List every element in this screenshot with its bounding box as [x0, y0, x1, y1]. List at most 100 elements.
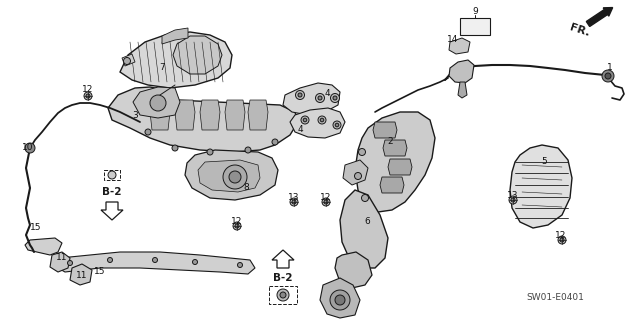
- Circle shape: [303, 118, 307, 122]
- Circle shape: [124, 57, 131, 64]
- Polygon shape: [248, 100, 268, 130]
- Circle shape: [318, 116, 326, 124]
- Polygon shape: [200, 100, 220, 130]
- Polygon shape: [150, 100, 170, 130]
- Circle shape: [362, 195, 369, 202]
- Circle shape: [605, 73, 611, 79]
- Text: 4: 4: [324, 88, 330, 98]
- Polygon shape: [272, 250, 294, 268]
- Polygon shape: [458, 82, 467, 98]
- Text: 4: 4: [297, 125, 303, 135]
- Text: B-2: B-2: [273, 273, 292, 283]
- Polygon shape: [175, 100, 195, 130]
- Circle shape: [335, 295, 345, 305]
- Text: 9: 9: [472, 8, 478, 17]
- Circle shape: [152, 257, 157, 263]
- Polygon shape: [133, 87, 180, 118]
- Circle shape: [233, 222, 241, 230]
- Text: 11: 11: [76, 271, 88, 280]
- Circle shape: [335, 123, 339, 127]
- Polygon shape: [380, 177, 404, 193]
- Text: 12: 12: [231, 218, 243, 226]
- Circle shape: [320, 118, 324, 122]
- Circle shape: [150, 95, 166, 111]
- Circle shape: [277, 289, 289, 301]
- Circle shape: [108, 257, 113, 263]
- Text: 10: 10: [22, 144, 34, 152]
- Polygon shape: [185, 150, 278, 200]
- Text: 11: 11: [56, 254, 68, 263]
- Circle shape: [272, 139, 278, 145]
- Polygon shape: [108, 87, 298, 152]
- Text: B-2: B-2: [102, 187, 122, 197]
- Circle shape: [193, 259, 198, 264]
- Circle shape: [355, 173, 362, 180]
- Polygon shape: [510, 145, 572, 228]
- Circle shape: [333, 96, 337, 100]
- Text: 13: 13: [508, 191, 519, 201]
- Circle shape: [223, 165, 247, 189]
- Polygon shape: [355, 112, 435, 212]
- Circle shape: [145, 129, 151, 135]
- Circle shape: [316, 93, 324, 102]
- Polygon shape: [104, 170, 120, 180]
- Circle shape: [207, 149, 213, 155]
- Circle shape: [301, 116, 309, 124]
- Circle shape: [324, 200, 328, 204]
- Text: 3: 3: [132, 110, 138, 120]
- Circle shape: [25, 143, 35, 153]
- Polygon shape: [58, 252, 255, 274]
- Circle shape: [86, 94, 90, 98]
- Polygon shape: [460, 18, 490, 35]
- Polygon shape: [283, 83, 340, 115]
- Polygon shape: [269, 286, 297, 304]
- Circle shape: [602, 70, 614, 82]
- Text: 12: 12: [556, 232, 566, 241]
- Text: 15: 15: [30, 224, 42, 233]
- Text: 12: 12: [83, 85, 93, 94]
- Polygon shape: [173, 36, 222, 74]
- Text: 6: 6: [364, 218, 370, 226]
- Polygon shape: [101, 202, 123, 220]
- Polygon shape: [120, 32, 232, 88]
- Polygon shape: [290, 108, 345, 138]
- Text: 7: 7: [159, 63, 165, 72]
- Polygon shape: [335, 252, 372, 288]
- Polygon shape: [343, 160, 368, 185]
- Circle shape: [333, 121, 341, 129]
- Circle shape: [172, 145, 178, 151]
- Circle shape: [298, 93, 302, 97]
- Circle shape: [235, 224, 239, 228]
- Circle shape: [84, 92, 92, 100]
- Circle shape: [511, 198, 515, 202]
- Circle shape: [292, 200, 296, 204]
- Circle shape: [318, 96, 322, 100]
- Text: 2: 2: [387, 137, 393, 146]
- Circle shape: [290, 198, 298, 206]
- Text: 8: 8: [243, 183, 249, 192]
- Polygon shape: [340, 190, 388, 268]
- Polygon shape: [162, 28, 188, 44]
- Circle shape: [108, 171, 116, 179]
- Polygon shape: [320, 278, 360, 318]
- Text: SW01-E0401: SW01-E0401: [526, 293, 584, 302]
- Circle shape: [558, 236, 566, 244]
- Polygon shape: [449, 60, 474, 83]
- Polygon shape: [198, 160, 260, 192]
- Circle shape: [322, 198, 330, 206]
- Polygon shape: [50, 252, 70, 272]
- Polygon shape: [383, 140, 407, 156]
- Polygon shape: [225, 100, 245, 130]
- Text: 5: 5: [541, 158, 547, 167]
- Circle shape: [296, 91, 305, 100]
- Text: 15: 15: [94, 268, 106, 277]
- Text: 1: 1: [607, 63, 613, 72]
- Circle shape: [330, 93, 339, 102]
- Polygon shape: [122, 54, 135, 66]
- Polygon shape: [373, 122, 397, 138]
- Circle shape: [560, 238, 564, 242]
- Text: 12: 12: [320, 194, 332, 203]
- Circle shape: [330, 290, 350, 310]
- Circle shape: [229, 171, 241, 183]
- Polygon shape: [388, 159, 412, 175]
